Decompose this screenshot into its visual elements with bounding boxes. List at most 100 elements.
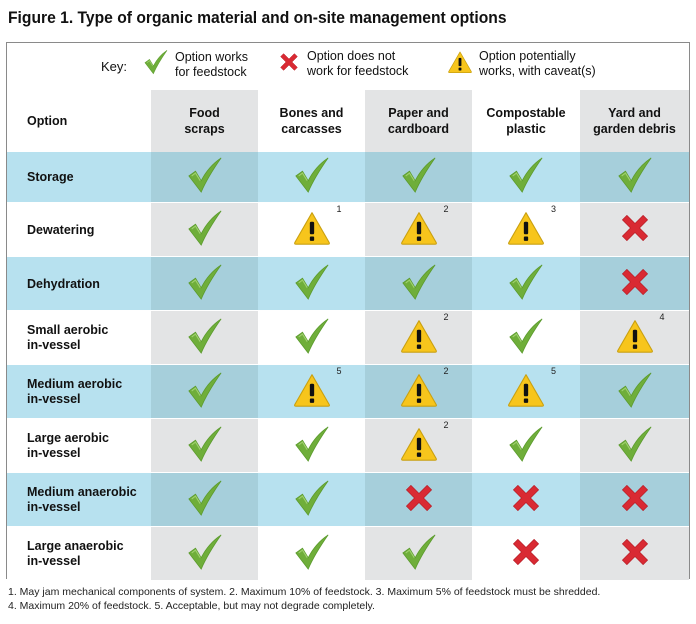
table-cell: [472, 311, 580, 365]
check-icon: [507, 156, 545, 199]
footnote-line-1: 1. May jam mechanical components of syst…: [8, 586, 601, 598]
table-row: Small aerobic in-vessel 2 4: [7, 311, 689, 365]
check-icon: [186, 317, 224, 360]
x-icon: [508, 534, 544, 575]
warning-icon: 2: [399, 312, 449, 359]
row-label: Small aerobic in-vessel: [27, 323, 109, 352]
row-separator: [7, 526, 689, 527]
table-cell: 5: [258, 365, 365, 419]
row-label: Large aerobic in-vessel: [27, 431, 109, 460]
footnote-ref: 2: [443, 365, 449, 376]
table-cell: [151, 203, 258, 257]
table-cell: [151, 473, 258, 527]
table-cell: 2: [365, 203, 472, 257]
table-cell: 5: [472, 365, 580, 419]
warning-icon: 2: [399, 204, 449, 251]
row-separator: [7, 364, 689, 365]
check-icon: [186, 263, 224, 306]
key-item-x: Option does not work for feedstock: [277, 49, 408, 79]
check-icon: [293, 156, 331, 199]
table-cell: 2: [365, 311, 472, 365]
table-cell: [151, 419, 258, 473]
check-icon: [507, 317, 545, 360]
footnote-ref: 2: [443, 203, 449, 214]
row-label: Dewatering: [27, 222, 95, 237]
table-cell: [580, 152, 689, 203]
row-label: Large anaerobic in-vessel: [27, 539, 124, 568]
footnote-ref: 5: [550, 365, 556, 376]
key-text-warning: Option potentially works, with caveat(s): [479, 49, 596, 78]
table-cell: [580, 419, 689, 473]
row-separator: [7, 472, 689, 473]
x-icon: [617, 534, 653, 575]
table-header-row: Option Food scraps Bones and carcasses Pape…: [7, 90, 689, 152]
check-icon: [143, 49, 169, 80]
warning-icon: 2: [399, 420, 449, 467]
table-row: Dehydration: [7, 257, 689, 311]
table-cell: [258, 257, 365, 311]
check-icon: [186, 425, 224, 468]
x-icon: [617, 480, 653, 521]
key-item-warning: Option potentially works, with caveat(s): [447, 49, 596, 79]
row-label: Dehydration: [27, 276, 100, 291]
key-label: Key:: [101, 59, 128, 74]
footnotes: 1. May jam mechanical components of syst…: [8, 585, 600, 613]
x-icon: [617, 210, 653, 251]
warning-icon: 5: [506, 366, 556, 413]
check-icon: [400, 263, 438, 306]
table-cell: [258, 473, 365, 527]
footnote-ref: 5: [336, 365, 342, 376]
footnote-ref: 2: [443, 311, 449, 322]
column-header-3: Compostable plastic: [472, 90, 580, 152]
check-icon: [293, 479, 331, 522]
x-icon: [277, 50, 301, 79]
table-row: Large aerobic in-vessel 2: [7, 419, 689, 473]
column-header-label: Bones and carcasses: [279, 106, 344, 136]
table-cell: [151, 257, 258, 311]
check-icon: [400, 156, 438, 199]
x-icon: [617, 264, 653, 305]
table-cell: [365, 527, 472, 581]
table-cell: [365, 257, 472, 311]
table-cell: [365, 152, 472, 203]
row-separator: [7, 418, 689, 419]
table-row: Dewatering 1 2 3: [7, 203, 689, 257]
check-icon: [186, 209, 224, 252]
x-icon: [401, 480, 437, 521]
check-icon: [507, 425, 545, 468]
table-row: Medium anaerobic in-vessel: [7, 473, 689, 527]
x-icon: [508, 480, 544, 521]
check-icon: [616, 425, 654, 468]
footnote-ref: 2: [443, 419, 449, 430]
row-label: Storage: [27, 170, 74, 184]
row-separator: [7, 202, 689, 203]
warning-icon: [447, 50, 473, 79]
table-cell: [580, 527, 689, 581]
footnote-line-2: 4. Maximum 20% of feedstock. 5. Acceptab…: [8, 600, 375, 612]
key-legend: Key: Option works for feedstock Option d…: [7, 43, 689, 89]
table-cell: [258, 527, 365, 581]
table-row: Storage: [7, 152, 689, 203]
table-cell: [580, 473, 689, 527]
footnote-ref: 4: [659, 311, 665, 322]
table-cell: [151, 311, 258, 365]
check-icon: [293, 263, 331, 306]
column-header-label: Yard and garden debris: [593, 106, 676, 136]
option-column-header: Option: [27, 113, 68, 128]
table-cell: 2: [365, 365, 472, 419]
footnote-ref: 1: [336, 203, 342, 214]
check-icon: [616, 156, 654, 199]
check-icon: [293, 317, 331, 360]
key-item-check: Option works for feedstock: [143, 49, 248, 80]
check-icon: [293, 425, 331, 468]
table-cell: [580, 257, 689, 311]
figure-title: Figure 1. Type of organic material and o…: [8, 8, 507, 27]
table-cell: 4: [580, 311, 689, 365]
row-label: Medium aerobic in-vessel: [27, 377, 123, 406]
check-icon: [507, 263, 545, 306]
table-cell: [472, 527, 580, 581]
key-text-x: Option does not work for feedstock: [307, 49, 409, 78]
column-header-0: Food scraps: [151, 90, 258, 152]
table-cell: [472, 473, 580, 527]
column-header-label: Compostable plastic: [486, 106, 566, 136]
